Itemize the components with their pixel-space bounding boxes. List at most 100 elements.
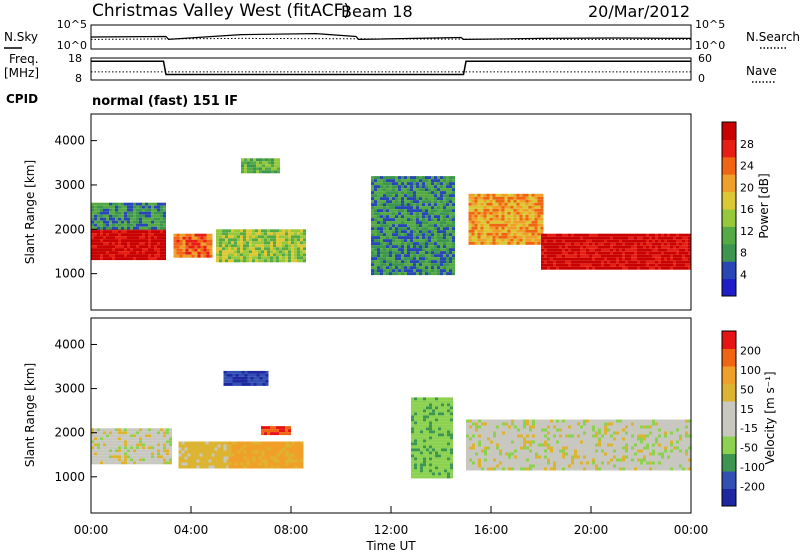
heatmap-cell — [440, 179, 443, 183]
heatmap-cell — [574, 236, 577, 240]
heatmap-cell — [568, 233, 571, 237]
heatmap-cell — [151, 202, 154, 206]
heatmap-cell — [416, 206, 419, 210]
heatmap-cell — [154, 245, 157, 249]
heatmap-cell — [529, 446, 532, 450]
heatmap-cell — [583, 446, 586, 450]
heatmap-cell — [130, 440, 133, 444]
heatmap-cell — [425, 245, 428, 249]
heatmap-cell — [586, 437, 589, 441]
heatmap-cell — [525, 208, 529, 212]
heatmap-cell — [112, 455, 115, 459]
heatmap-cell — [410, 257, 413, 261]
heatmap-cell — [380, 188, 383, 192]
heatmap-cell — [151, 434, 154, 438]
heatmap-cell — [556, 254, 559, 258]
heatmap-cell — [562, 419, 565, 423]
heatmap-cell — [401, 215, 404, 219]
heatmap-cell — [443, 269, 446, 273]
heatmap-cell — [471, 238, 475, 242]
heatmap-cell — [154, 239, 157, 243]
heatmap-cell — [243, 444, 247, 448]
heatmap-cell — [294, 238, 297, 242]
heatmap-cell — [246, 447, 250, 451]
heatmap-cell — [139, 461, 142, 465]
heatmap-cell — [434, 254, 437, 258]
heatmap-cell — [580, 251, 583, 255]
heatmap-cell — [112, 202, 115, 206]
heatmap-cell — [510, 208, 514, 212]
heatmap-cell — [604, 260, 607, 264]
heatmap-cell — [261, 444, 265, 448]
heatmap-cell — [583, 245, 586, 249]
heatmap-cell — [583, 419, 586, 423]
heatmap-cell — [371, 224, 374, 228]
heatmap-cell — [534, 226, 538, 230]
heatmap-cell — [157, 449, 160, 453]
heatmap-cell — [589, 464, 592, 468]
heatmap-cell — [478, 446, 481, 450]
heatmap-cell — [574, 263, 577, 267]
heatmap-cell — [493, 431, 496, 435]
heatmap-cell — [619, 248, 622, 252]
heatmap-cell — [508, 431, 511, 435]
heatmap-cell — [103, 437, 106, 441]
heatmap-cell — [544, 254, 547, 258]
heatmap-cell — [94, 458, 97, 462]
heatmap-cell — [440, 242, 443, 246]
heatmap-cell — [184, 465, 188, 469]
heatmap-cell — [438, 424, 441, 428]
heatmap-cell — [589, 260, 592, 264]
heatmap-cell — [386, 251, 389, 255]
heatmap-cell — [246, 244, 249, 248]
heatmap-cell — [401, 212, 404, 216]
heatmap-cell — [220, 456, 224, 460]
heatmap-cell — [112, 245, 115, 249]
heatmap-cell — [583, 428, 586, 432]
heatmap-cell — [431, 215, 434, 219]
heatmap-cell — [435, 400, 438, 404]
heatmap-cell — [489, 199, 493, 203]
heatmap-cell — [431, 245, 434, 249]
heatmap-cell — [538, 461, 541, 465]
heatmap-cell — [270, 235, 273, 239]
heatmap-cell — [109, 214, 112, 218]
heatmap-cell — [526, 458, 529, 462]
heatmap-cell — [428, 185, 431, 189]
heatmap-cell — [643, 254, 646, 258]
heatmap-cell — [97, 452, 100, 456]
heatmap-cell — [640, 251, 643, 255]
heatmap-cell — [571, 236, 574, 240]
heatmap-cell — [481, 458, 484, 462]
heatmap-cell — [256, 376, 260, 380]
heatmap-cell — [577, 431, 580, 435]
heatmap-cell — [520, 437, 523, 441]
heatmap-cell — [228, 465, 232, 469]
heatmap-cell — [583, 422, 586, 426]
heatmap-cell — [447, 442, 450, 446]
heatmap-cell — [142, 217, 145, 221]
heatmap-cell — [97, 437, 100, 441]
heatmap-cell — [565, 437, 568, 441]
heatmap-cell — [583, 434, 586, 438]
heatmap-cell — [407, 221, 410, 225]
heatmap-cell — [568, 431, 571, 435]
heatmap-cell — [231, 441, 235, 445]
heatmap-cell — [540, 220, 544, 224]
heatmap-cell — [604, 248, 607, 252]
heatmap-cell — [238, 379, 242, 383]
heatmap-cell — [109, 233, 112, 237]
heatmap-cell — [124, 434, 127, 438]
heatmap-cell — [598, 461, 601, 465]
heatmap-cell — [595, 248, 598, 252]
heatmap-cell — [404, 269, 407, 273]
heatmap-cell — [417, 439, 420, 443]
heatmap-cell — [443, 188, 446, 192]
heatmap-cell — [435, 463, 438, 467]
heatmap-cell — [559, 428, 562, 432]
heatmap-cell — [447, 472, 450, 476]
heatmap-cell — [532, 422, 535, 426]
heatmap-cell — [231, 229, 234, 233]
heatmap-cell — [556, 419, 559, 423]
heatmap-cell — [544, 452, 547, 456]
